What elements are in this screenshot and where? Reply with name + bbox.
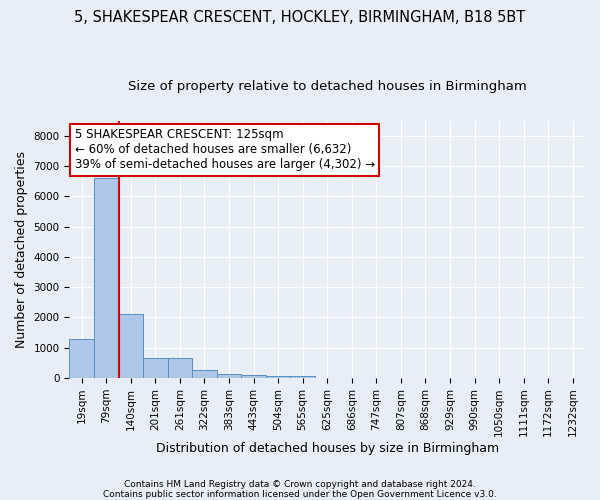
Y-axis label: Number of detached properties: Number of detached properties [15,151,28,348]
Bar [290,376,315,378]
Bar [217,374,241,378]
Text: Contains public sector information licensed under the Open Government Licence v3: Contains public sector information licen… [103,490,497,499]
X-axis label: Distribution of detached houses by size in Birmingham: Distribution of detached houses by size … [155,442,499,455]
Text: 5, SHAKESPEAR CRESCENT, HOCKLEY, BIRMINGHAM, B18 5BT: 5, SHAKESPEAR CRESCENT, HOCKLEY, BIRMING… [74,10,526,25]
Text: Contains HM Land Registry data © Crown copyright and database right 2024.: Contains HM Land Registry data © Crown c… [124,480,476,489]
Title: Size of property relative to detached houses in Birmingham: Size of property relative to detached ho… [128,80,527,93]
Text: 5 SHAKESPEAR CRESCENT: 125sqm
← 60% of detached houses are smaller (6,632)
39% o: 5 SHAKESPEAR CRESCENT: 125sqm ← 60% of d… [74,128,374,172]
Bar [119,314,143,378]
Bar [143,358,167,378]
Bar [70,338,94,378]
Bar [266,376,290,378]
Bar [94,178,119,378]
Bar [192,370,217,378]
Bar [241,375,266,378]
Bar [167,358,192,378]
